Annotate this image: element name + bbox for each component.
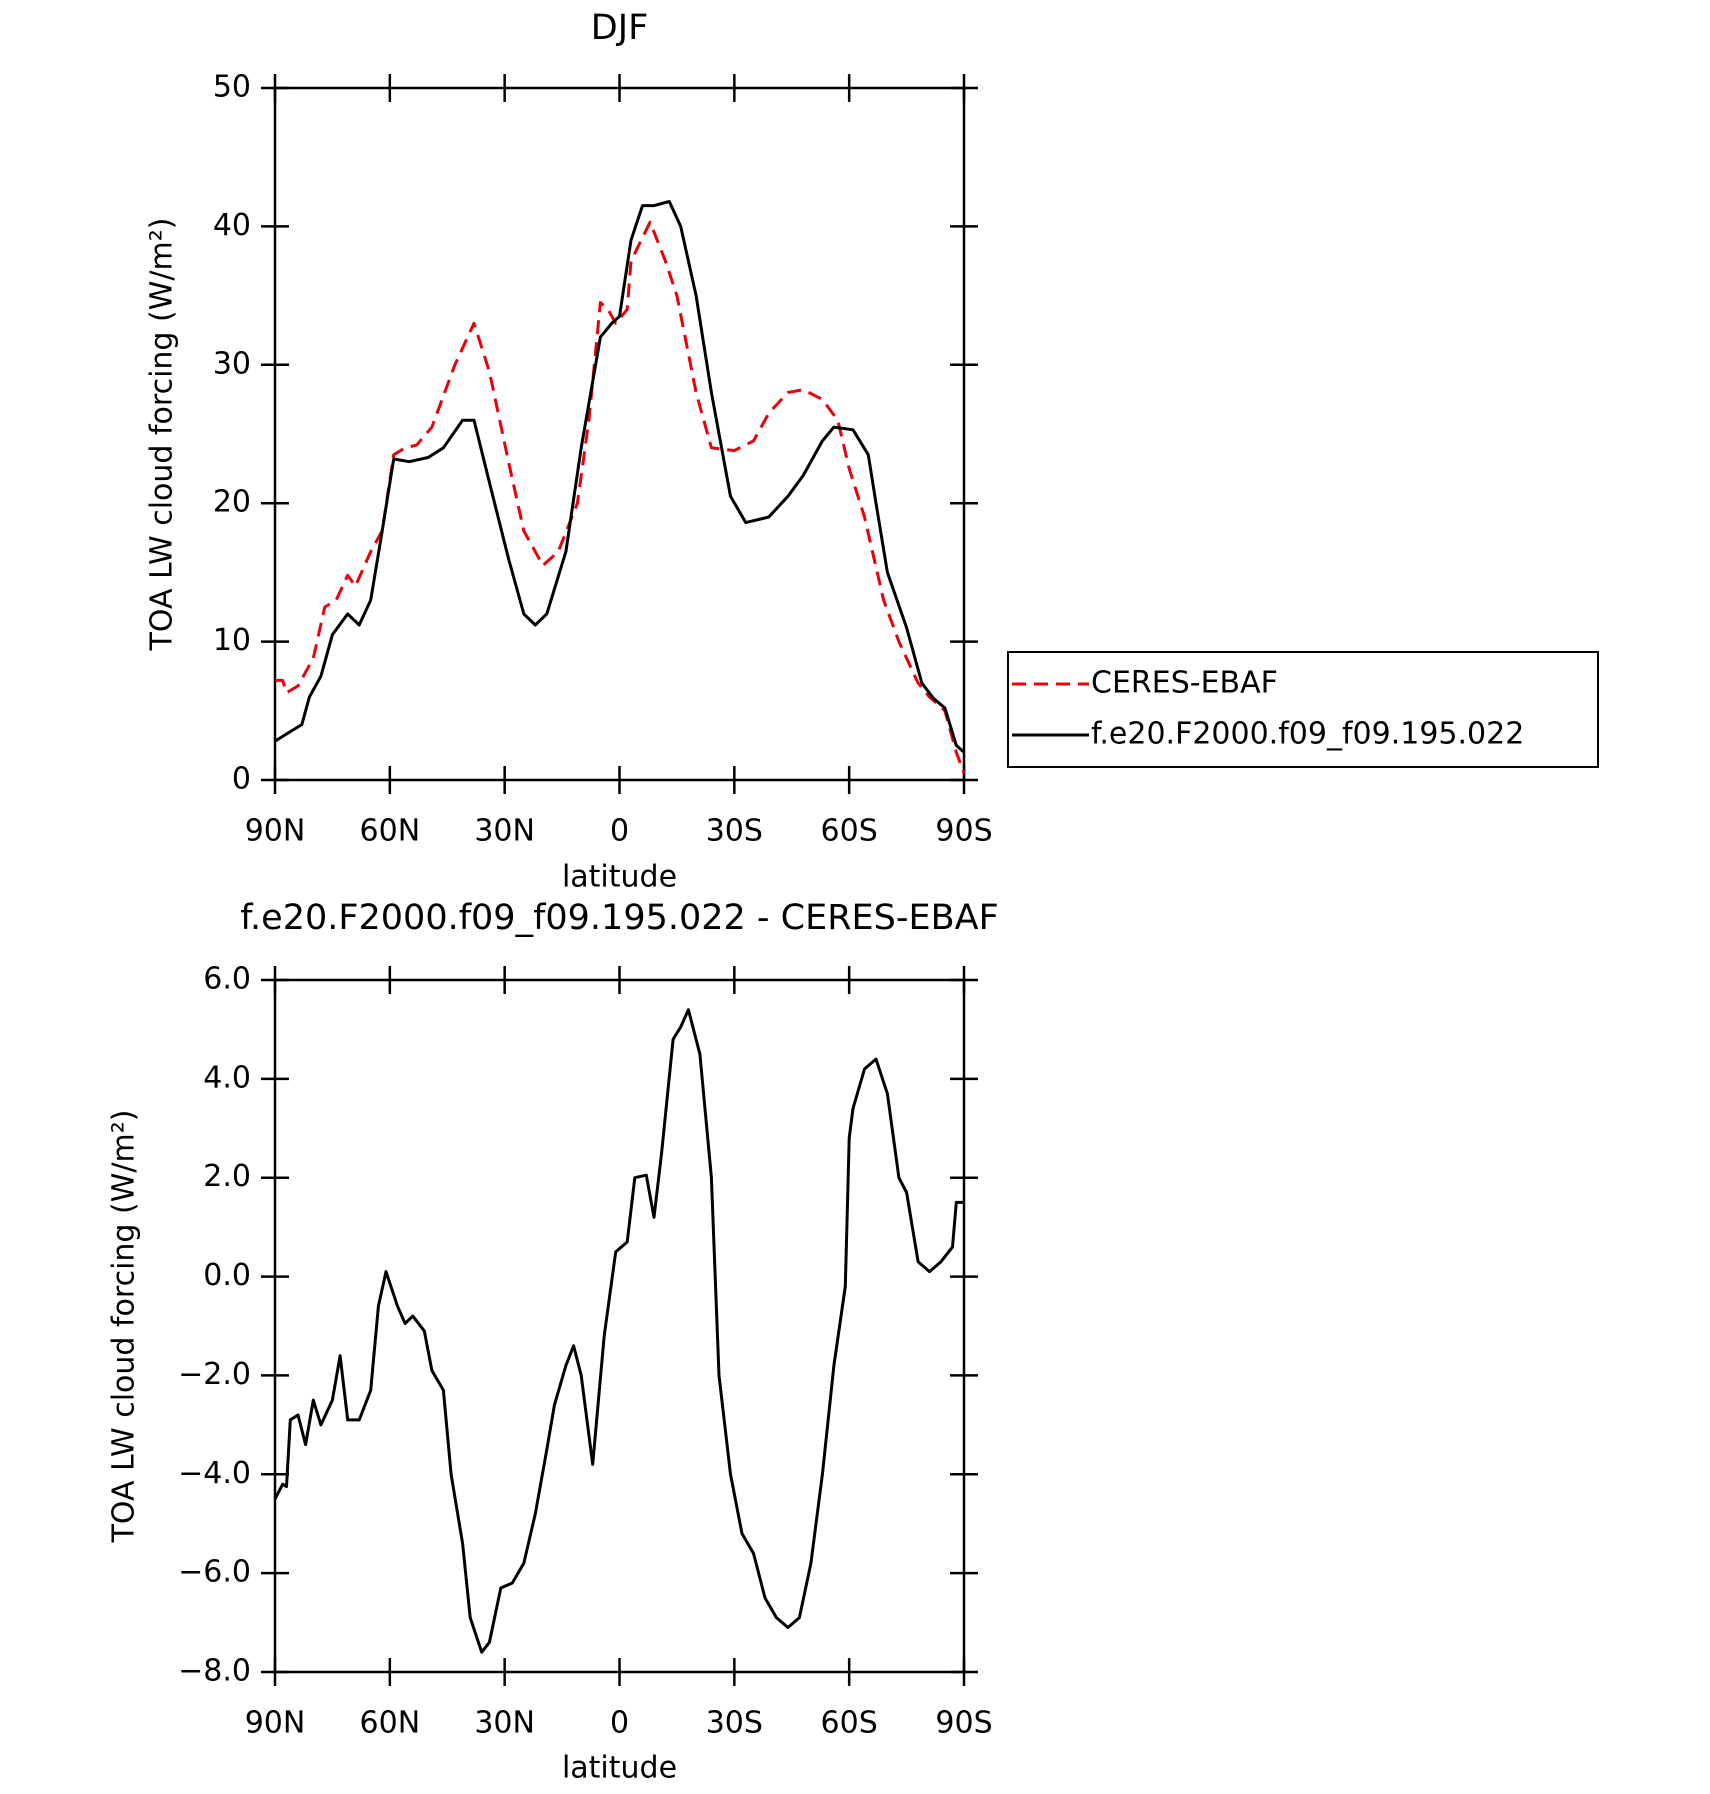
y-axis-label: TOA LW cloud forcing (W/m²) (145, 218, 180, 652)
chart-title: DJF (591, 8, 648, 48)
legend-label: f.e20.F2000.f09_f09.195.022 (1091, 717, 1524, 752)
data-line (274, 200, 966, 754)
y-tick-label: 6.0 (203, 962, 251, 997)
y-tick-label: 20 (213, 485, 251, 520)
y-tick-label: 30 (213, 346, 251, 381)
x-tick-label: 90N (245, 1706, 306, 1741)
x-tick-label: 90S (935, 1706, 992, 1741)
y-tick-label: 2.0 (203, 1159, 251, 1194)
data-line (273, 1008, 964, 1654)
x-tick-label: 30N (474, 1706, 535, 1741)
plot-frame (273, 86, 966, 782)
x-tick-label: 90S (935, 814, 992, 849)
chart-title: f.e20.F2000.f09_f09.195.022 - CERES-EBAF (240, 898, 998, 938)
y-tick-label: 40 (213, 208, 251, 243)
y-tick-label: −4.0 (178, 1456, 251, 1491)
x-tick-label: 90N (245, 814, 306, 849)
x-tick-label: 30S (706, 814, 763, 849)
y-tick-label: 10 (213, 623, 251, 658)
x-tick-label: 60S (821, 1706, 878, 1741)
y-tick-label: 0.0 (203, 1258, 251, 1293)
x-tick-label: 0 (610, 814, 629, 849)
data-line (275, 220, 966, 774)
y-axis-label: TOA LW cloud forcing (W/m²) (107, 1110, 142, 1544)
y-tick-label: −2.0 (178, 1357, 251, 1392)
y-tick-label: 0 (232, 762, 251, 797)
y-tick-label: −6.0 (178, 1555, 251, 1590)
legend-label: CERES-EBAF (1091, 666, 1278, 701)
y-tick-label: −8.0 (178, 1654, 251, 1689)
x-tick-label: 60N (360, 1706, 421, 1741)
y-tick-label: 50 (213, 70, 251, 105)
x-tick-label: 30N (474, 814, 535, 849)
x-axis-label: latitude (562, 1751, 677, 1786)
x-tick-label: 0 (610, 1706, 629, 1741)
legend-box (1007, 651, 1599, 768)
x-tick-label: 60N (360, 814, 421, 849)
x-tick-label: 60S (821, 814, 878, 849)
y-tick-label: 4.0 (203, 1060, 251, 1095)
x-tick-label: 30S (706, 1706, 763, 1741)
x-axis-label: latitude (562, 860, 677, 895)
